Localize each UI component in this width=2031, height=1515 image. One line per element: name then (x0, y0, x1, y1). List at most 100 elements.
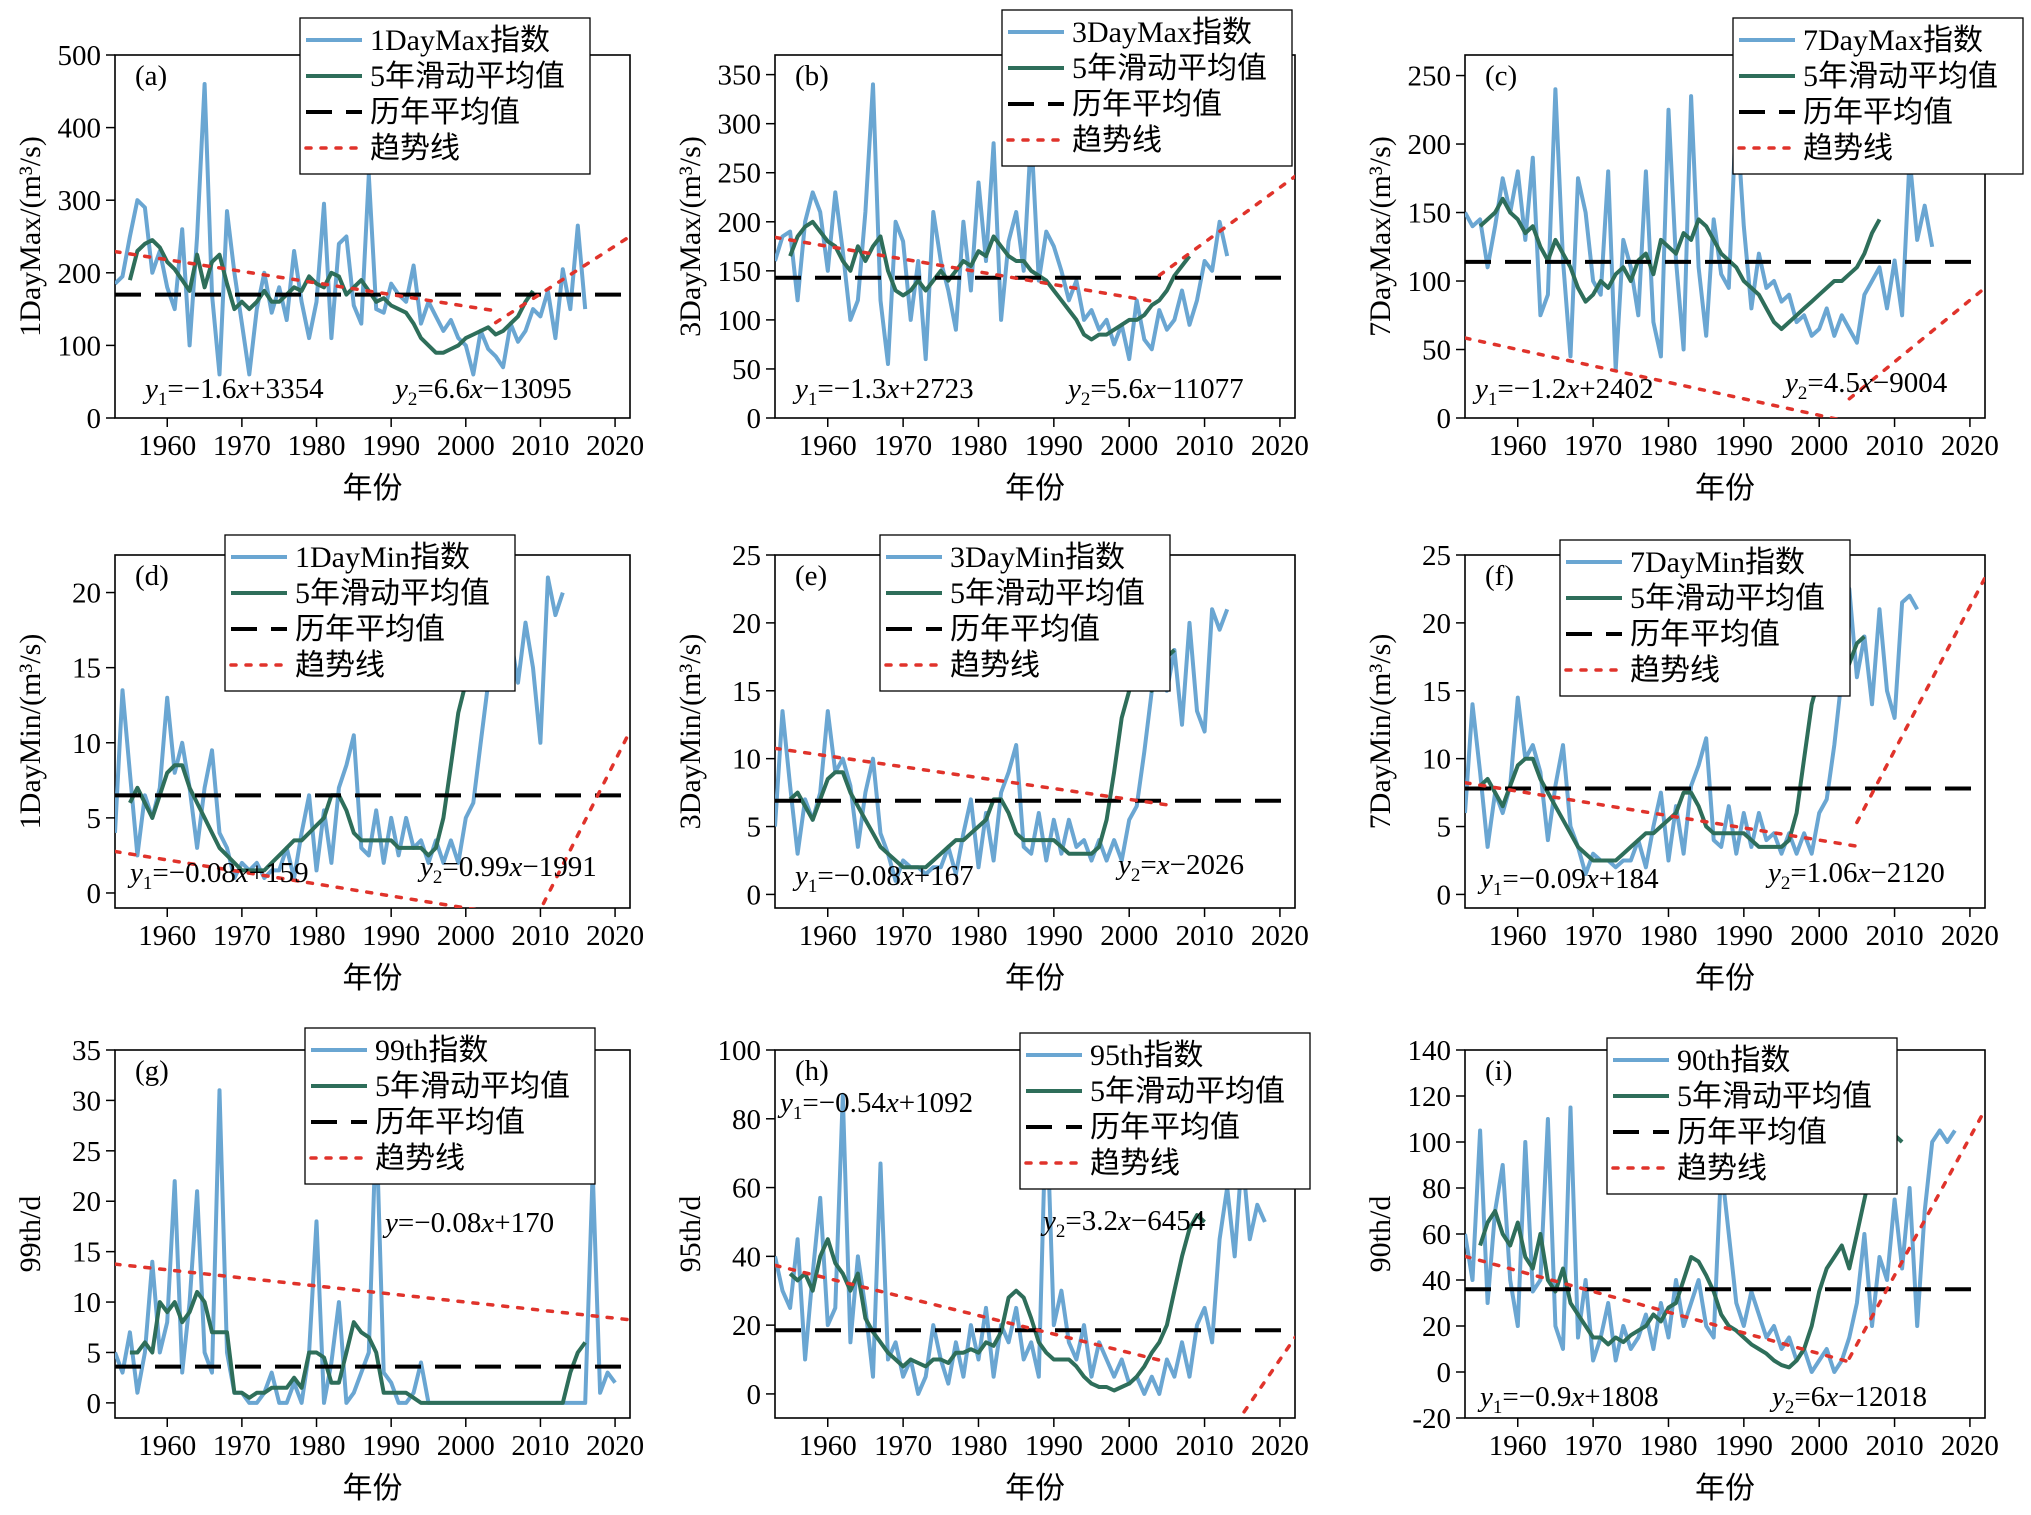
trend-line (1847, 286, 1985, 401)
x-tick-label: 1990 (362, 1430, 420, 1462)
trend-line (1847, 1108, 1985, 1360)
y-tick-label: 10 (72, 728, 101, 760)
legend-label: 历年平均值 (375, 1106, 525, 1139)
y-tick-label: 80 (1422, 1173, 1451, 1205)
index-series-line (1465, 87, 1935, 373)
legend-box (1559, 539, 1851, 697)
x-tick-label: 2020 (1251, 920, 1309, 952)
y-tick-label: 0 (87, 403, 102, 435)
y-tick-label: 100 (718, 1035, 762, 1067)
legend-label: 趋势线 (1803, 132, 1893, 165)
y-tick-label: 200 (58, 258, 102, 290)
trend-equation: y1=−0.08x+167 (792, 860, 974, 897)
x-tick-label: 2010 (1866, 430, 1924, 462)
x-tick-label: 1960 (799, 430, 857, 462)
legend-label: 5年滑动平均值 (1072, 52, 1267, 85)
x-tick-label: 1980 (1639, 920, 1697, 952)
y-axis-title: 90th/d (1364, 1196, 1397, 1273)
legend-label: 5年滑动平均值 (370, 60, 565, 93)
x-axis-title: 年份 (343, 962, 403, 995)
legend-label: 趋势线 (370, 132, 460, 165)
x-tick-label: 1960 (138, 430, 196, 462)
legend-label: 历年平均值 (1803, 96, 1953, 129)
panel-i: -20 0 20 40 60 80 100 120 140 1960 1970 1980 1990 200… (1364, 1035, 1999, 1505)
plot-frame (1464, 54, 1986, 419)
panel-label: (g) (135, 1055, 169, 1087)
trend-equation: y2=4.5x−9004 (1782, 367, 1948, 404)
trend-line (115, 249, 498, 313)
y-tick-label: 80 (732, 1104, 761, 1136)
y-tick-label: 25 (1422, 540, 1451, 572)
legend-label: 95th指数 (1090, 1039, 1203, 1072)
y-tick-label: 150 (1408, 198, 1452, 230)
x-tick-label: 1990 (1715, 920, 1773, 952)
legend-label: 趋势线 (375, 1142, 465, 1175)
trend-equation: y=−0.08x+170 (382, 1207, 554, 1239)
y-axis-title: 1DayMin/(m³/s) (14, 634, 47, 830)
y-tick-label: 120 (1408, 1081, 1452, 1113)
y-tick-label: 150 (718, 256, 762, 288)
y-tick-label: 30 (72, 1085, 101, 1117)
x-tick-label: 2000 (1100, 920, 1158, 952)
x-axis-title: 年份 (1005, 472, 1065, 505)
x-axis-title: 年份 (1005, 962, 1065, 995)
moving-average-line (788, 648, 1176, 870)
y-tick-label: 200 (718, 207, 762, 239)
legend-label: 99th指数 (375, 1034, 488, 1067)
y-tick-label: 10 (732, 744, 761, 776)
trend-equation: y1=−1.6x+3354 (142, 373, 324, 410)
x-axis-title: 年份 (343, 472, 403, 505)
x-tick-label: 1990 (1715, 430, 1773, 462)
legend-label: 5年滑动平均值 (295, 577, 490, 610)
y-tick-label: 0 (87, 1388, 102, 1420)
y-tick-label: 40 (1422, 1265, 1451, 1297)
legend-label: 趋势线 (1630, 654, 1720, 687)
y-axis-title: 7DayMin/(m³/s) (1364, 634, 1397, 830)
legend-label: 历年平均值 (295, 613, 445, 646)
legend-label: 5年滑动平均值 (1803, 60, 1998, 93)
legend-box (299, 17, 591, 175)
y-tick-label: 140 (1408, 1035, 1452, 1067)
legend-label: 历年平均值 (1677, 1116, 1827, 1149)
trend-equation: y2=3.2x−6454 (1040, 1205, 1206, 1242)
x-tick-label: 2020 (1941, 430, 1999, 462)
trend-equation: y1=−0.08x+159 (127, 857, 309, 894)
x-tick-label: 2000 (437, 920, 495, 952)
panel-label: (d) (135, 560, 169, 592)
plot-area (115, 82, 630, 377)
x-tick-label: 1970 (1564, 430, 1622, 462)
y-tick-label: 15 (1422, 676, 1451, 708)
plot-area (1465, 1105, 1985, 1374)
trend-equation: y2=6x−12018 (1769, 1381, 1927, 1418)
x-tick-label: 2020 (586, 920, 644, 952)
trend-line (539, 729, 630, 908)
trend-line (115, 1262, 630, 1322)
x-tick-label: 1970 (213, 1430, 271, 1462)
legend-box (1019, 1032, 1311, 1190)
y-tick-label: 300 (58, 185, 102, 217)
x-tick-label: 1980 (288, 920, 346, 952)
x-tick-label: 1980 (288, 430, 346, 462)
y-tick-label: 0 (747, 403, 762, 435)
legend-label: 7DayMin指数 (1630, 546, 1805, 579)
y-tick-label: 200 (1408, 129, 1452, 161)
x-tick-label: 2000 (1790, 1430, 1848, 1462)
x-tick-label: 2020 (586, 1430, 644, 1462)
panel-f: 0 5 10 15 20 25 1960 1970 1980 1990 2000 2010 2020 年份… (1364, 539, 1999, 995)
moving-average-line (127, 238, 535, 355)
plot-area (1465, 87, 1985, 418)
y-tick-label: -20 (1412, 1403, 1451, 1435)
y-tick-label: 0 (1437, 403, 1452, 435)
x-tick-label: 2000 (1100, 430, 1158, 462)
y-tick-label: 60 (732, 1173, 761, 1205)
legend-label: 90th指数 (1677, 1044, 1790, 1077)
trend-line (775, 746, 1169, 807)
y-axis-title: 1DayMax/(m³/s) (14, 136, 47, 337)
x-tick-label: 2010 (1866, 920, 1924, 952)
trend-line (775, 1263, 1162, 1362)
y-tick-label: 500 (58, 40, 102, 72)
